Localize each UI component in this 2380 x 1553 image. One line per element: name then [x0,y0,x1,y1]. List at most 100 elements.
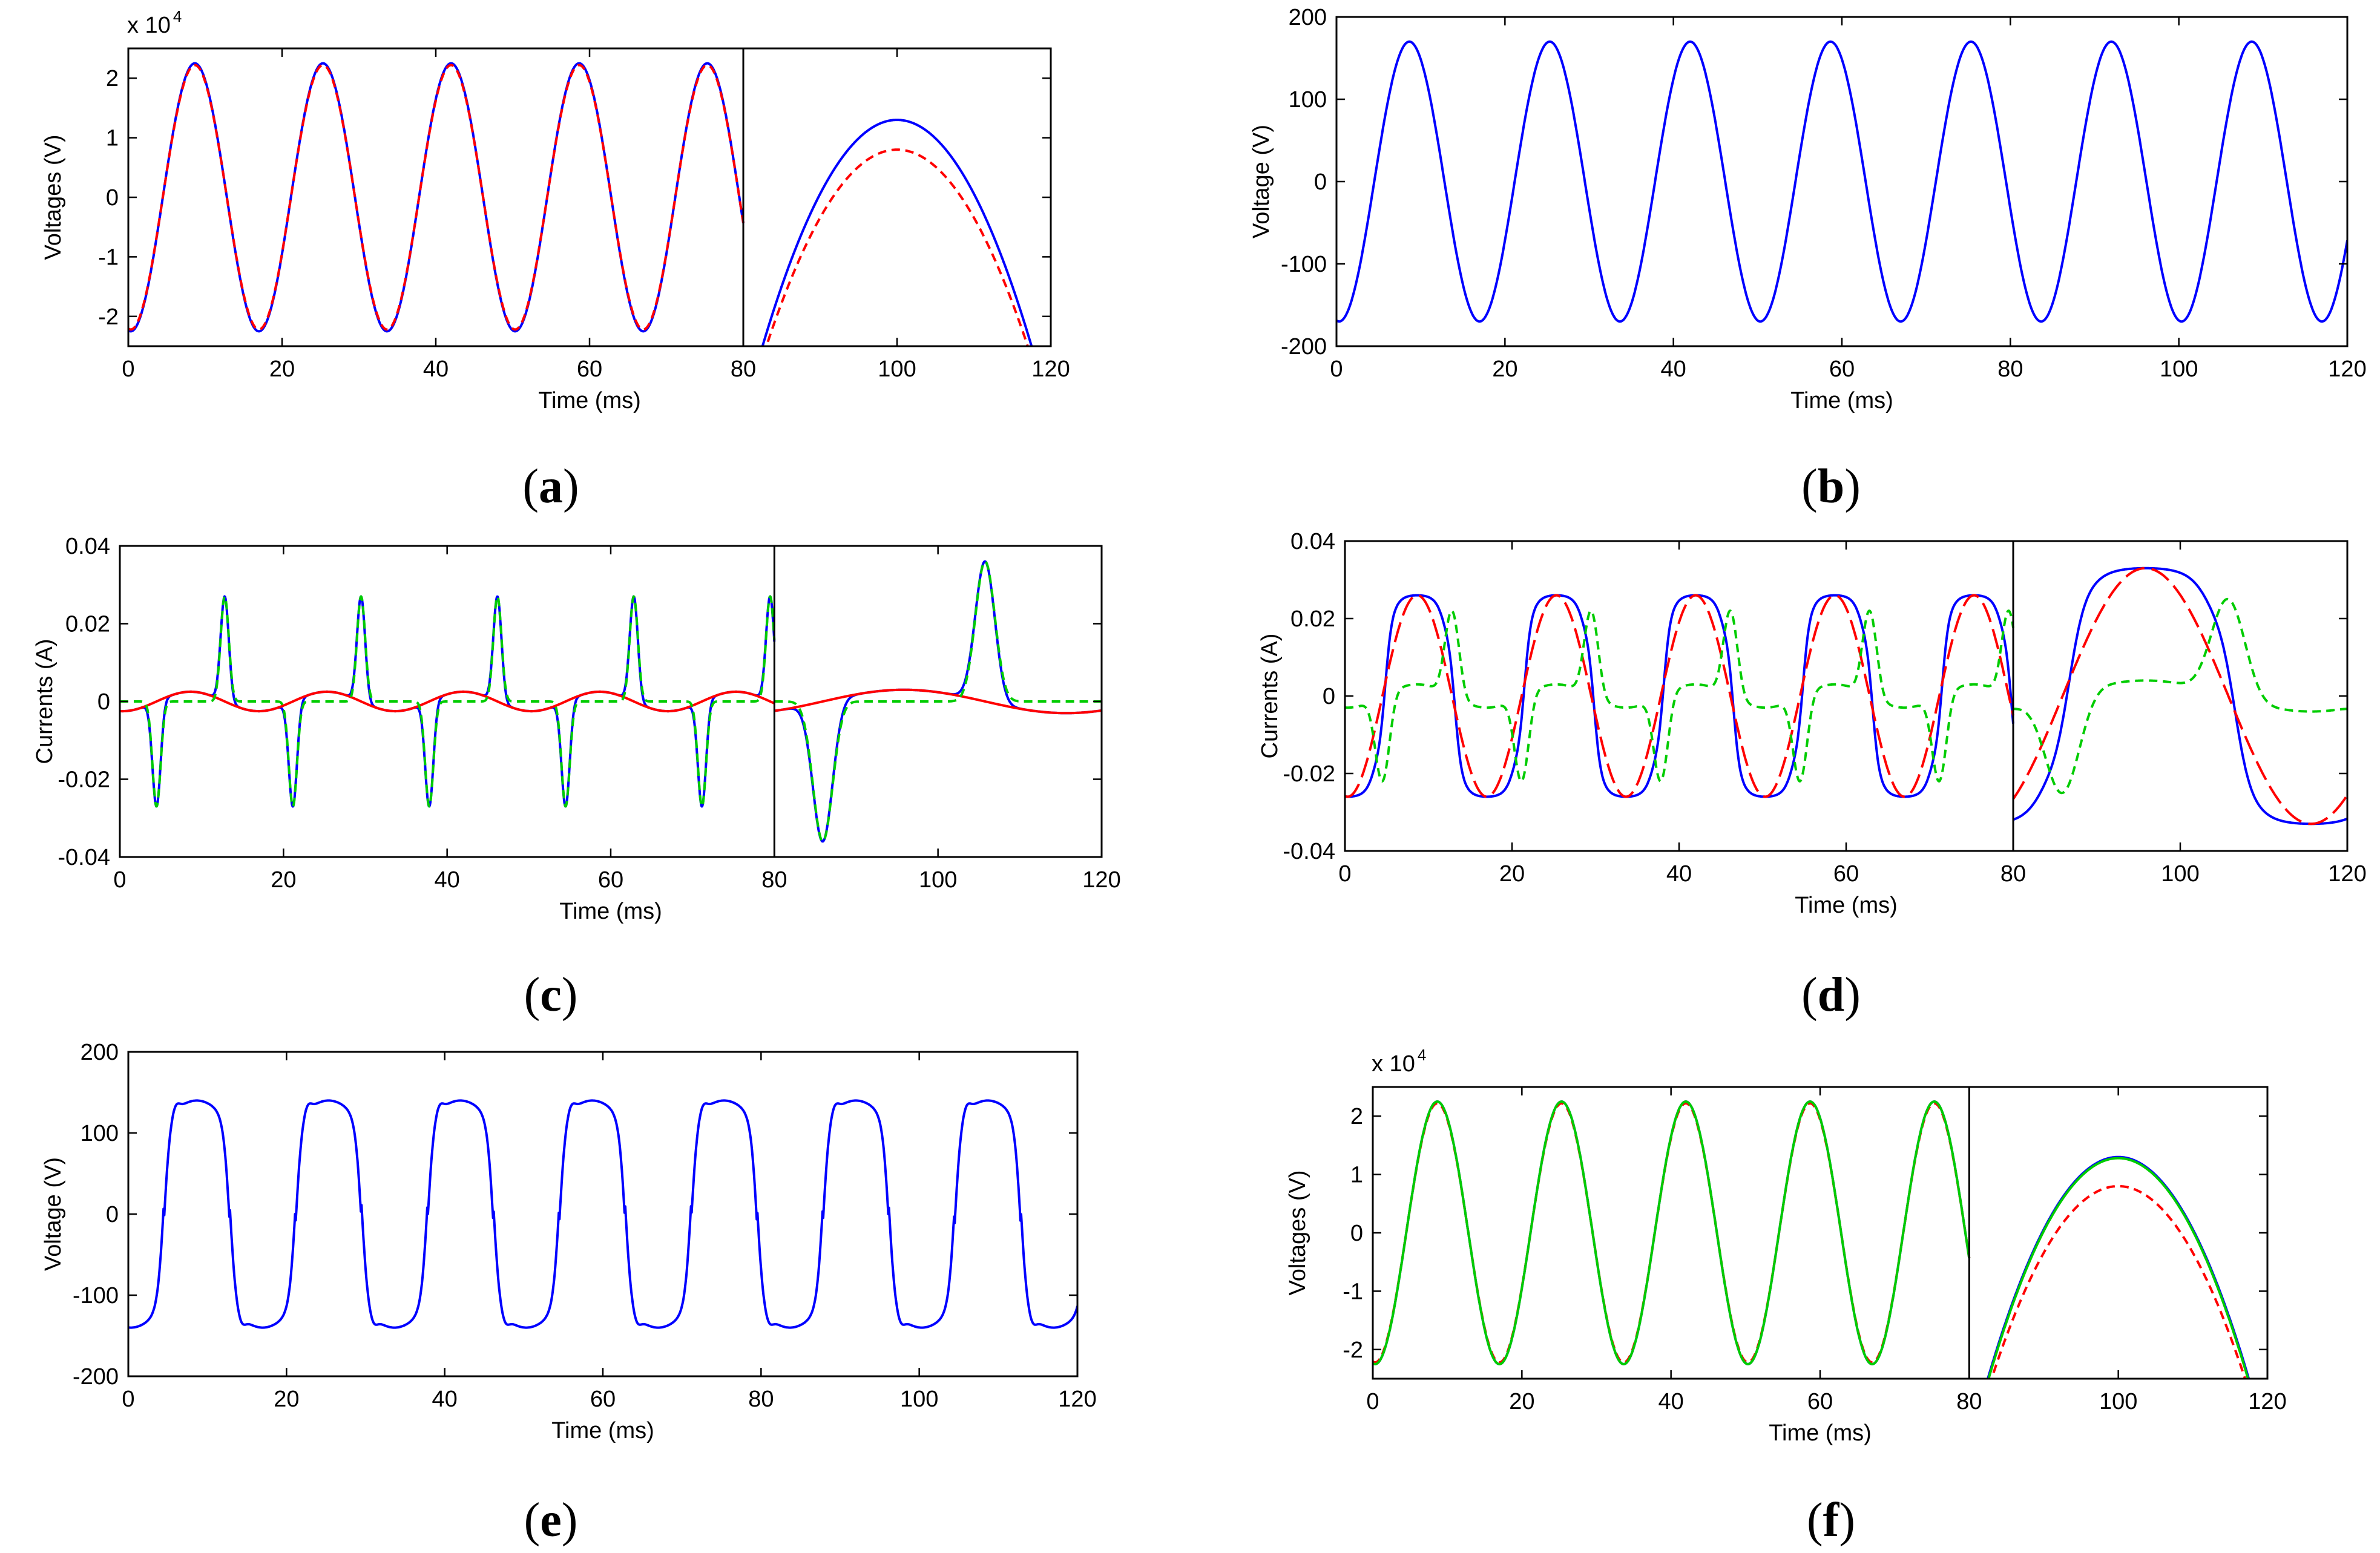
y-tick-label: 100 [81,1121,119,1146]
chart-b: 0 20 40 60 80 100 120 -200 -100 0 100 200 Time (ms) V… [1249,5,2367,513]
series-a-2 [128,64,1030,346]
panel-label-b: (b) [1801,460,1861,513]
y-tick-label: -200 [1281,334,1327,360]
y-tick-label: 0.04 [1290,529,1335,554]
series-a-1 [128,62,1033,346]
x-tick-label: 60 [1807,1389,1833,1414]
x-tick-label: 40 [1666,861,1692,887]
y-tick-label: 200 [81,1040,119,1065]
x-tick-label: 100 [2160,356,2198,382]
chart-f: 0 20 40 60 80 100 120 -2 -1 0 1 2 x 10 4 Time (ms) Volt… [1285,1046,2287,1547]
y-tick-label: -2 [1343,1338,1363,1363]
y-tick-label: -100 [1281,252,1327,277]
plot-frame-d [1344,540,2349,852]
y-axis-label: Voltages (V) [41,135,66,260]
x-tick-label: 80 [1997,356,2023,382]
x-tick-label: 60 [598,867,623,893]
x-tick-label: 20 [1492,356,1517,382]
y-tick-label: 1 [106,126,119,151]
x-axis-label: Time (ms) [1795,893,1898,918]
x-axis-label: Time (ms) [1769,1420,1872,1446]
x-tick-label: 120 [1082,867,1120,893]
x-tick-label: 0 [1366,1389,1379,1414]
y-multiplier-exponent: 4 [173,7,182,25]
plot-frame-f [1372,1086,2269,1380]
y-axis-label: Voltage (V) [41,1157,66,1271]
x-tick-label: 0 [1330,356,1343,382]
series-e-1 [128,1099,1077,1329]
y-tick-label: -1 [98,245,119,270]
series-c-3 [120,560,1102,843]
y-tick-label: -0.02 [1283,761,1335,787]
x-tick-label: 60 [1833,861,1859,887]
panel-label-c: (c) [524,968,578,1022]
panel-label-e: (e) [524,1494,578,1547]
x-tick-label: 60 [590,1387,616,1412]
y-tick-label: 0.02 [65,612,110,637]
x-tick-label: 20 [269,356,295,382]
chart-c: 0 20 40 60 80 100 120 -0.04 -0.02 0 0.02 0.04 Time (… [32,534,1121,1022]
x-tick-label: 80 [731,356,756,382]
plot-frame-a [127,47,1052,347]
y-tick-label: -0.04 [58,845,110,870]
series-c-2 [120,688,1102,715]
y-tick-label: -0.02 [58,767,110,793]
x-tick-label: 100 [878,356,916,382]
x-tick-label: 80 [2000,861,2026,887]
x-axis-label: Time (ms) [1790,388,1893,413]
y-tick-label: -2 [98,304,119,330]
x-tick-label: 40 [435,867,460,893]
x-tick-label: 60 [577,356,602,382]
x-tick-label: 0 [113,867,126,893]
x-tick-label: 100 [2099,1389,2137,1414]
y-tick-label: 1 [1350,1163,1363,1188]
x-axis-label: Time (ms) [538,388,641,413]
x-tick-label: 120 [2248,1389,2286,1414]
y-tick-label: 0 [1350,1221,1363,1246]
panel-label-f: (f) [1807,1494,1855,1547]
y-tick-label: -1 [1343,1279,1363,1304]
x-tick-label: 120 [2328,356,2366,382]
y-tick-label: 0.04 [65,534,110,559]
x-tick-label: 20 [1499,861,1525,887]
y-axis-label: Voltages (V) [1285,1170,1310,1296]
x-tick-label: 40 [423,356,449,382]
x-tick-label: 40 [432,1387,458,1412]
y-tick-label: -0.04 [1283,839,1335,864]
y-tick-label: -100 [73,1283,119,1308]
x-tick-label: 20 [1509,1389,1534,1414]
x-tick-label: 100 [2161,861,2199,887]
x-tick-label: 40 [1661,356,1686,382]
series-b-1 [1336,40,2347,323]
y-tick-label: 0 [1314,169,1327,195]
x-tick-label: 100 [919,867,957,893]
x-tick-label: 120 [1031,356,1070,382]
x-tick-label: 120 [1058,1387,1096,1412]
y-tick-label: 0.02 [1290,606,1335,632]
x-tick-label: 0 [122,1387,134,1412]
x-tick-label: 40 [1658,1389,1684,1414]
chart-d: 0 20 40 60 80 100 120 -0.04 -0.02 0 0.02 0.04 Time (… [1257,529,2367,1022]
x-tick-label: 80 [761,867,787,893]
x-tick-label: 80 [1956,1389,1982,1414]
y-axis-label: Currents (A) [1257,634,1283,759]
y-tick-label: 100 [1289,87,1327,113]
y-tick-label: 200 [1289,5,1327,30]
x-tick-label: 0 [1338,861,1351,887]
panel-label-d: (d) [1801,968,1861,1022]
y-tick-label: 0 [106,185,119,211]
chart-e: 0 20 40 60 80 100 120 -200 -100 0 100 200 Time (ms) V… [41,1040,1097,1547]
y-tick-label: 2 [1350,1104,1363,1129]
x-axis-label: Time (ms) [551,1418,654,1443]
x-tick-label: 60 [1829,356,1855,382]
panel-label-a: (a) [522,460,579,513]
y-tick-label: 0 [1323,684,1335,709]
series-f-3 [1373,1100,2250,1379]
x-tick-label: 80 [748,1387,774,1412]
x-tick-label: 20 [274,1387,299,1412]
x-axis-label: Time (ms) [559,899,662,924]
y-axis-label: Currents (A) [32,639,58,764]
x-tick-label: 20 [271,867,296,893]
chart-a: 0 20 40 60 80 100 120 -2 -1 0 1 2 x 10 4 Time (ms) Volt… [41,7,1070,513]
y-tick-label: 0 [97,689,110,715]
